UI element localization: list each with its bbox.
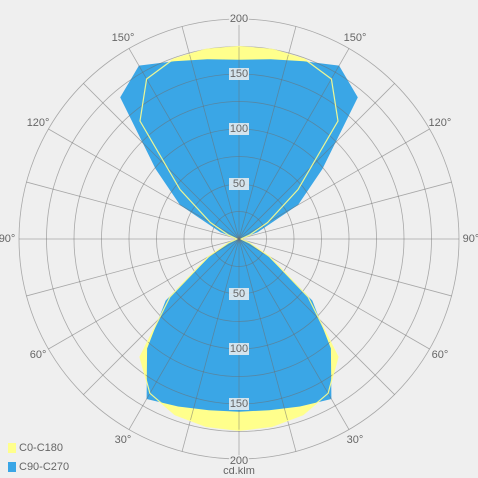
r-tick-label: 200 bbox=[230, 455, 248, 467]
grid-spoke bbox=[238, 128, 430, 240]
legend-label: C0-C180 bbox=[19, 442, 63, 454]
r-tick-bg bbox=[229, 178, 249, 190]
grid-spoke bbox=[83, 238, 240, 395]
grid-spoke bbox=[238, 238, 297, 452]
grid-spoke bbox=[238, 181, 452, 240]
r-tick-bg bbox=[229, 343, 249, 355]
angle-tick-label: 90° bbox=[0, 233, 15, 245]
r-tick-bg bbox=[229, 455, 249, 467]
r-tick-bg bbox=[229, 288, 249, 300]
grid-spoke bbox=[181, 26, 240, 240]
grid-spoke bbox=[48, 128, 240, 240]
grid-spoke bbox=[128, 48, 240, 240]
grid-spoke bbox=[26, 238, 240, 297]
series-outline bbox=[139, 45, 240, 431]
grid-spoke bbox=[238, 26, 297, 240]
grid-spoke bbox=[238, 48, 350, 240]
angle-tick-label: 60° bbox=[432, 349, 449, 361]
angle-tick-label: 90° bbox=[463, 233, 478, 245]
r-tick-label: 150 bbox=[230, 68, 248, 80]
r-tick-label: 50 bbox=[233, 178, 245, 190]
grid-spoke bbox=[128, 238, 240, 430]
grid-spoke bbox=[26, 181, 240, 240]
angle-tick-label: 150° bbox=[112, 32, 135, 44]
legend-swatch bbox=[8, 443, 16, 453]
unit-label: cd.klm bbox=[223, 465, 255, 477]
grid-spoke bbox=[238, 83, 395, 240]
r-tick-label: 100 bbox=[230, 343, 248, 355]
legend-swatch bbox=[8, 462, 16, 472]
angle-tick-label: 120° bbox=[27, 117, 50, 129]
r-tick-label: 100 bbox=[230, 123, 248, 135]
r-tick-bg bbox=[229, 13, 249, 25]
angle-tick-label: 30° bbox=[115, 434, 132, 446]
r-tick-bg bbox=[229, 68, 249, 80]
grid-spoke bbox=[238, 238, 452, 297]
labels: 50 50 100 100 150 150 200 200 30° 30° 60° 60° 90° 90°… bbox=[0, 13, 478, 473]
r-tick-bg bbox=[229, 123, 249, 135]
grid-spoke bbox=[83, 83, 240, 240]
r-tick-label: 200 bbox=[230, 13, 248, 25]
grid-spoke bbox=[238, 238, 395, 395]
r-tick-label: 50 bbox=[233, 288, 245, 300]
series-outline bbox=[238, 45, 339, 431]
angle-tick-label: 30° bbox=[347, 434, 364, 446]
r-tick-bg bbox=[229, 398, 249, 410]
angle-tick-label: 120° bbox=[429, 117, 452, 129]
legend-label: C90-C270 bbox=[19, 461, 69, 473]
grid-spoke bbox=[238, 238, 350, 430]
series-fills bbox=[120, 46, 358, 431]
angle-tick-label: 60° bbox=[30, 349, 47, 361]
r-tick-label: 150 bbox=[230, 398, 248, 410]
series-area bbox=[239, 59, 358, 412]
grid-spoke bbox=[181, 238, 240, 452]
series-area bbox=[120, 59, 239, 412]
grid bbox=[18, 18, 460, 460]
angle-tick-label: 150° bbox=[344, 32, 367, 44]
series-outlines bbox=[139, 45, 339, 431]
